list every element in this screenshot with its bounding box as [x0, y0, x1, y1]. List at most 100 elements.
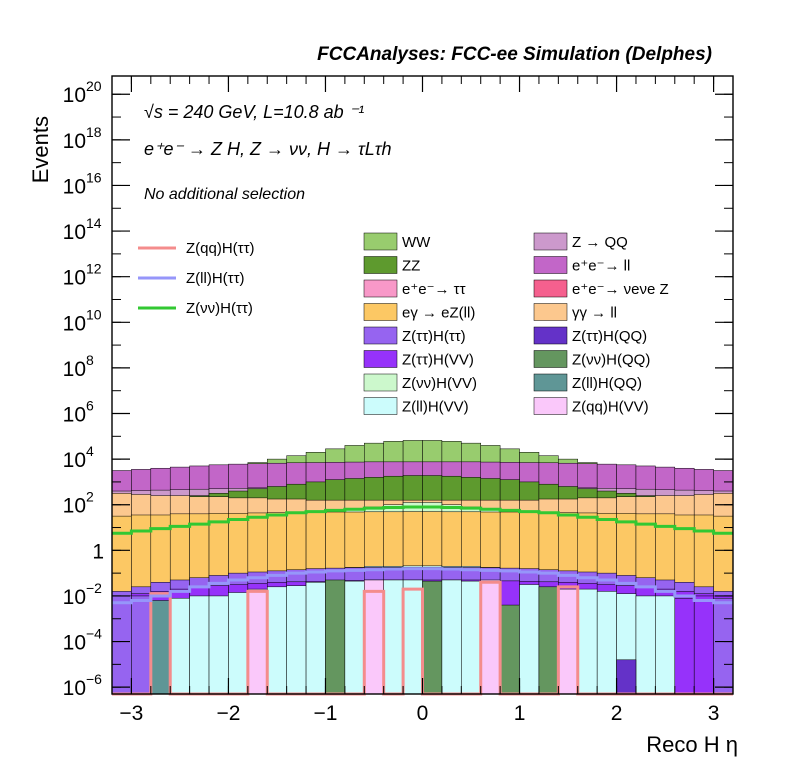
y-tick-label-10: 10	[63, 221, 86, 244]
bottom-bar-12	[344, 580, 365, 695]
legend-bg-swatch-5	[533, 279, 568, 298]
y-tick-label-3: 1	[92, 540, 104, 563]
legend-bg-label-5: e⁺e⁻→ νeνe Z	[572, 281, 669, 298]
x-tick-label-1: −2	[216, 702, 240, 725]
bottom-bar-27	[635, 595, 656, 695]
y-axis-label: Events	[28, 116, 53, 183]
signal-legend: Z(qq)H(ττ) Z(ll)H(ττ) Z(νν)H(ττ)	[138, 240, 255, 317]
y-tick-exp-8: 10	[86, 306, 102, 322]
legend-bg-label-12: Z(νν)H(VV)	[402, 375, 477, 392]
legend-bg-swatch-6	[363, 303, 398, 321]
y-tick-label-12: 10	[63, 130, 86, 153]
bottom-bar-29	[674, 597, 695, 695]
x-tick-label-5: 2	[611, 702, 623, 725]
legend-bg-label-1: Z → QQ	[572, 234, 628, 251]
bottom-bar-15	[402, 579, 423, 695]
y-tick-label-7: 10	[63, 358, 86, 381]
x-tick-label-6: 3	[708, 702, 720, 725]
bottom-bar-2	[150, 600, 171, 695]
y-tick-label-2: 10	[63, 586, 86, 609]
legend-bg-label-13: Z(ll)H(QQ)	[572, 375, 642, 392]
signal-line-2	[112, 505, 733, 535]
bottom-bar-31	[713, 597, 734, 695]
y-tick-label-8: 10	[63, 312, 86, 335]
bottom-bar-14	[383, 579, 404, 695]
legend-bg-label-4: e⁺e⁻→ ττ	[402, 281, 466, 298]
y-tick-exp-6: 6	[86, 398, 94, 414]
background-legend: WW Z → QQ ZZ e⁺e⁻→ ll e⁺e⁻→ ττ e⁺e⁻→ νeνe Z eγ…	[363, 232, 669, 416]
bottom-bar-13	[364, 579, 384, 695]
annotation-selection: No additional selection	[144, 186, 305, 203]
legend-bg-swatch-10	[363, 350, 398, 368]
x-tick-label-4: 1	[514, 702, 526, 725]
y-tick-exp-0: −6	[86, 671, 102, 687]
legend-signal-label-0: Z(qq)H(ττ)	[186, 240, 255, 257]
legend-bg-label-3: e⁺e⁻→ ll	[572, 258, 630, 275]
y-tick-exp-13: 20	[86, 78, 102, 94]
legend-bg-swatch-8	[363, 326, 398, 345]
legend-bg-swatch-12	[363, 373, 398, 392]
bottom-bar-8	[267, 586, 287, 695]
y-tick-exp-7: 8	[86, 352, 94, 368]
stacked-histograms	[111, 440, 734, 695]
legend-bg-swatch-0	[363, 232, 398, 251]
legend-bg-label-0: WW	[402, 234, 431, 251]
y-tick-label-5: 10	[63, 449, 86, 472]
y-tick-label-9: 10	[63, 267, 86, 290]
legend-bg-swatch-13	[533, 373, 568, 392]
signal-line-1	[112, 567, 733, 605]
bottom-bar-19	[480, 579, 501, 695]
legend-bg-label-7: γγ → ll	[572, 305, 617, 322]
bottom-bar-1	[131, 595, 152, 695]
x-axis-label: Reco H η	[646, 732, 738, 757]
y-tick-exp-2: −2	[86, 580, 102, 596]
legend-bg-label-2: ZZ	[402, 258, 420, 275]
legend-bg-label-9: Z(ττ)H(QQ)	[572, 328, 647, 345]
legend-bg-label-6: eγ → eZ(ll)	[402, 305, 475, 322]
x-tick-label-3: 0	[417, 702, 429, 725]
y-tick-label-13: 10	[63, 84, 86, 107]
bottom-bar-6	[228, 592, 249, 695]
legend-bg-label-14: Z(ll)H(VV)	[402, 399, 469, 416]
x-tick-label-0: −3	[119, 702, 143, 725]
legend-signal-label-2: Z(νν)H(ττ)	[186, 300, 253, 317]
annotation-process: e⁺e⁻ → Z H, Z → νν, H → τLτh	[144, 139, 392, 159]
bottom-bar-0	[111, 595, 132, 695]
bottom-bar-7	[247, 588, 268, 695]
legend-bg-label-10: Z(ττ)H(VV)	[402, 352, 474, 369]
y-tick-label-11: 10	[63, 175, 86, 198]
y-tick-exp-12: 18	[86, 124, 102, 140]
y-tick-label-6: 10	[63, 404, 86, 427]
y-tick-label-4: 10	[63, 495, 86, 518]
legend-bg-swatch-9	[533, 326, 568, 345]
y-tick-label-0: 10	[63, 677, 86, 700]
chart-title: FCCAnalyses: FCC-ee Simulation (Delphes)	[317, 44, 712, 65]
legend-bg-swatch-4	[363, 279, 398, 298]
y-tick-exp-11: 16	[86, 169, 102, 185]
bottom-bar-17	[441, 579, 462, 695]
legend-signal-label-1: Z(ll)H(ττ)	[186, 270, 245, 287]
legend-bg-label-8: Z(ττ)H(ττ)	[402, 328, 466, 345]
legend-bg-label-11: Z(νν)H(QQ)	[572, 352, 650, 369]
bottom-bar-9	[286, 585, 307, 695]
bottom-bar-24	[577, 588, 598, 695]
annotation-sqrts: √s = 240 GeV, L=10.8 ab ⁻¹	[144, 102, 364, 122]
y-tick-label-1: 10	[63, 632, 86, 655]
y-tick-exp-5: 4	[86, 443, 94, 459]
bottom-bar-10	[305, 582, 326, 695]
bottom-bar-5	[208, 595, 229, 695]
bottom-bar-28	[655, 595, 676, 695]
bottom-bar-3	[169, 597, 190, 695]
legend-bg-swatch-3	[533, 256, 568, 274]
bottom-bar-21	[519, 584, 540, 695]
y-tick-exp-10: 14	[86, 215, 102, 231]
x-tick-label-2: −1	[313, 702, 337, 725]
y-tick-exp-4: 2	[86, 489, 94, 505]
bottom-bar-22	[538, 586, 559, 695]
legend-bg-swatch-2	[363, 256, 398, 274]
bottom-bar-25	[596, 591, 617, 695]
bottom-bar-30	[693, 595, 714, 695]
legend-bg-swatch-7	[533, 303, 568, 321]
legend-bg-swatch-14	[363, 397, 398, 415]
